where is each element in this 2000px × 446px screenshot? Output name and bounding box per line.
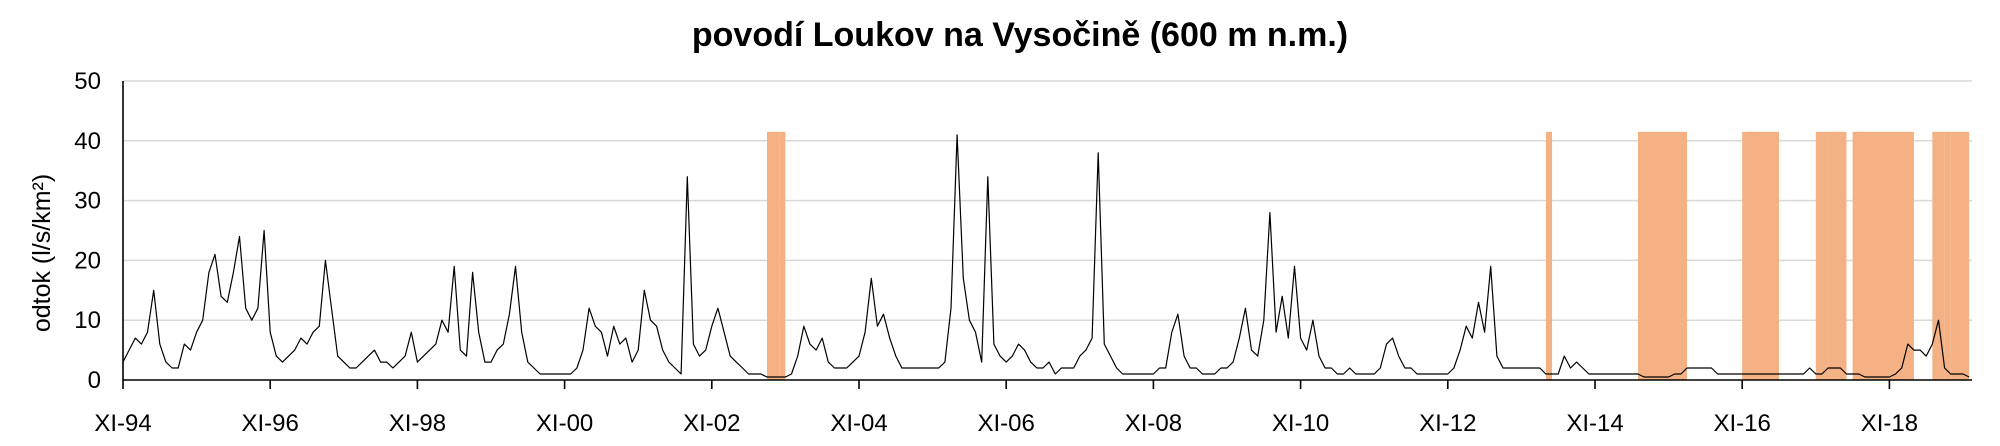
y-tick-50: 50 <box>74 68 101 95</box>
x-tick-XI-12: XI-12 <box>1419 410 1476 437</box>
highlight-bar-1 <box>767 131 780 380</box>
y-tick-10: 10 <box>74 307 101 334</box>
x-tick-XI-94: XI-94 <box>94 410 151 437</box>
x-tick-XI-04: XI-04 <box>830 410 887 437</box>
highlight-periods <box>767 131 1970 380</box>
x-tick-XI-02: XI-02 <box>683 410 740 437</box>
series-line-1 <box>122 134 1970 378</box>
x-tick-XI-06: XI-06 <box>978 410 1035 437</box>
y-tick-30: 30 <box>74 188 101 215</box>
y-tick-labels: 0 10 20 30 40 50 <box>74 68 101 394</box>
x-tick-labels: XI-94 XI-96 XI-98 XI-00 XI-02 XI-04 XI-06 XI-08… <box>94 380 1918 437</box>
x-tick-XI-16: XI-16 <box>1714 410 1771 437</box>
y-tick-20: 20 <box>74 247 101 274</box>
highlight-bar-3 <box>1545 131 1553 380</box>
highlight-bar-9 <box>1834 131 1847 380</box>
highlight-bar-11 <box>1858 131 1914 380</box>
highlight-bar-13 <box>1938 131 1945 380</box>
y-tick-0: 0 <box>88 367 101 394</box>
highlight-bar-2 <box>779 131 786 380</box>
highlight-bar-14 <box>1944 131 1951 380</box>
x-tick-XI-00: XI-00 <box>536 410 593 437</box>
chart-title: povodí Loukov na Vysočině (600 m n.m.) <box>692 16 1348 54</box>
x-tick-XI-98: XI-98 <box>389 410 446 437</box>
gridlines <box>123 80 1972 321</box>
highlight-bar-4 <box>1637 131 1687 380</box>
x-tick-XI-96: XI-96 <box>242 410 299 437</box>
y-tick-40: 40 <box>74 128 101 155</box>
x-tick-XI-18: XI-18 <box>1861 410 1918 437</box>
x-tick-XI-14: XI-14 <box>1566 410 1623 437</box>
highlight-bar-6 <box>1748 131 1779 380</box>
axes <box>122 81 1972 381</box>
runoff-series <box>122 134 1970 378</box>
highlight-bar-7 <box>1815 131 1829 380</box>
highlight-bar-15 <box>1950 131 1970 380</box>
y-axis-label: odtok (l/s/km²) <box>28 174 56 332</box>
x-tick-XI-08: XI-08 <box>1125 410 1182 437</box>
x-tick-XI-10: XI-10 <box>1272 410 1329 437</box>
highlight-bar-12 <box>1932 131 1939 380</box>
